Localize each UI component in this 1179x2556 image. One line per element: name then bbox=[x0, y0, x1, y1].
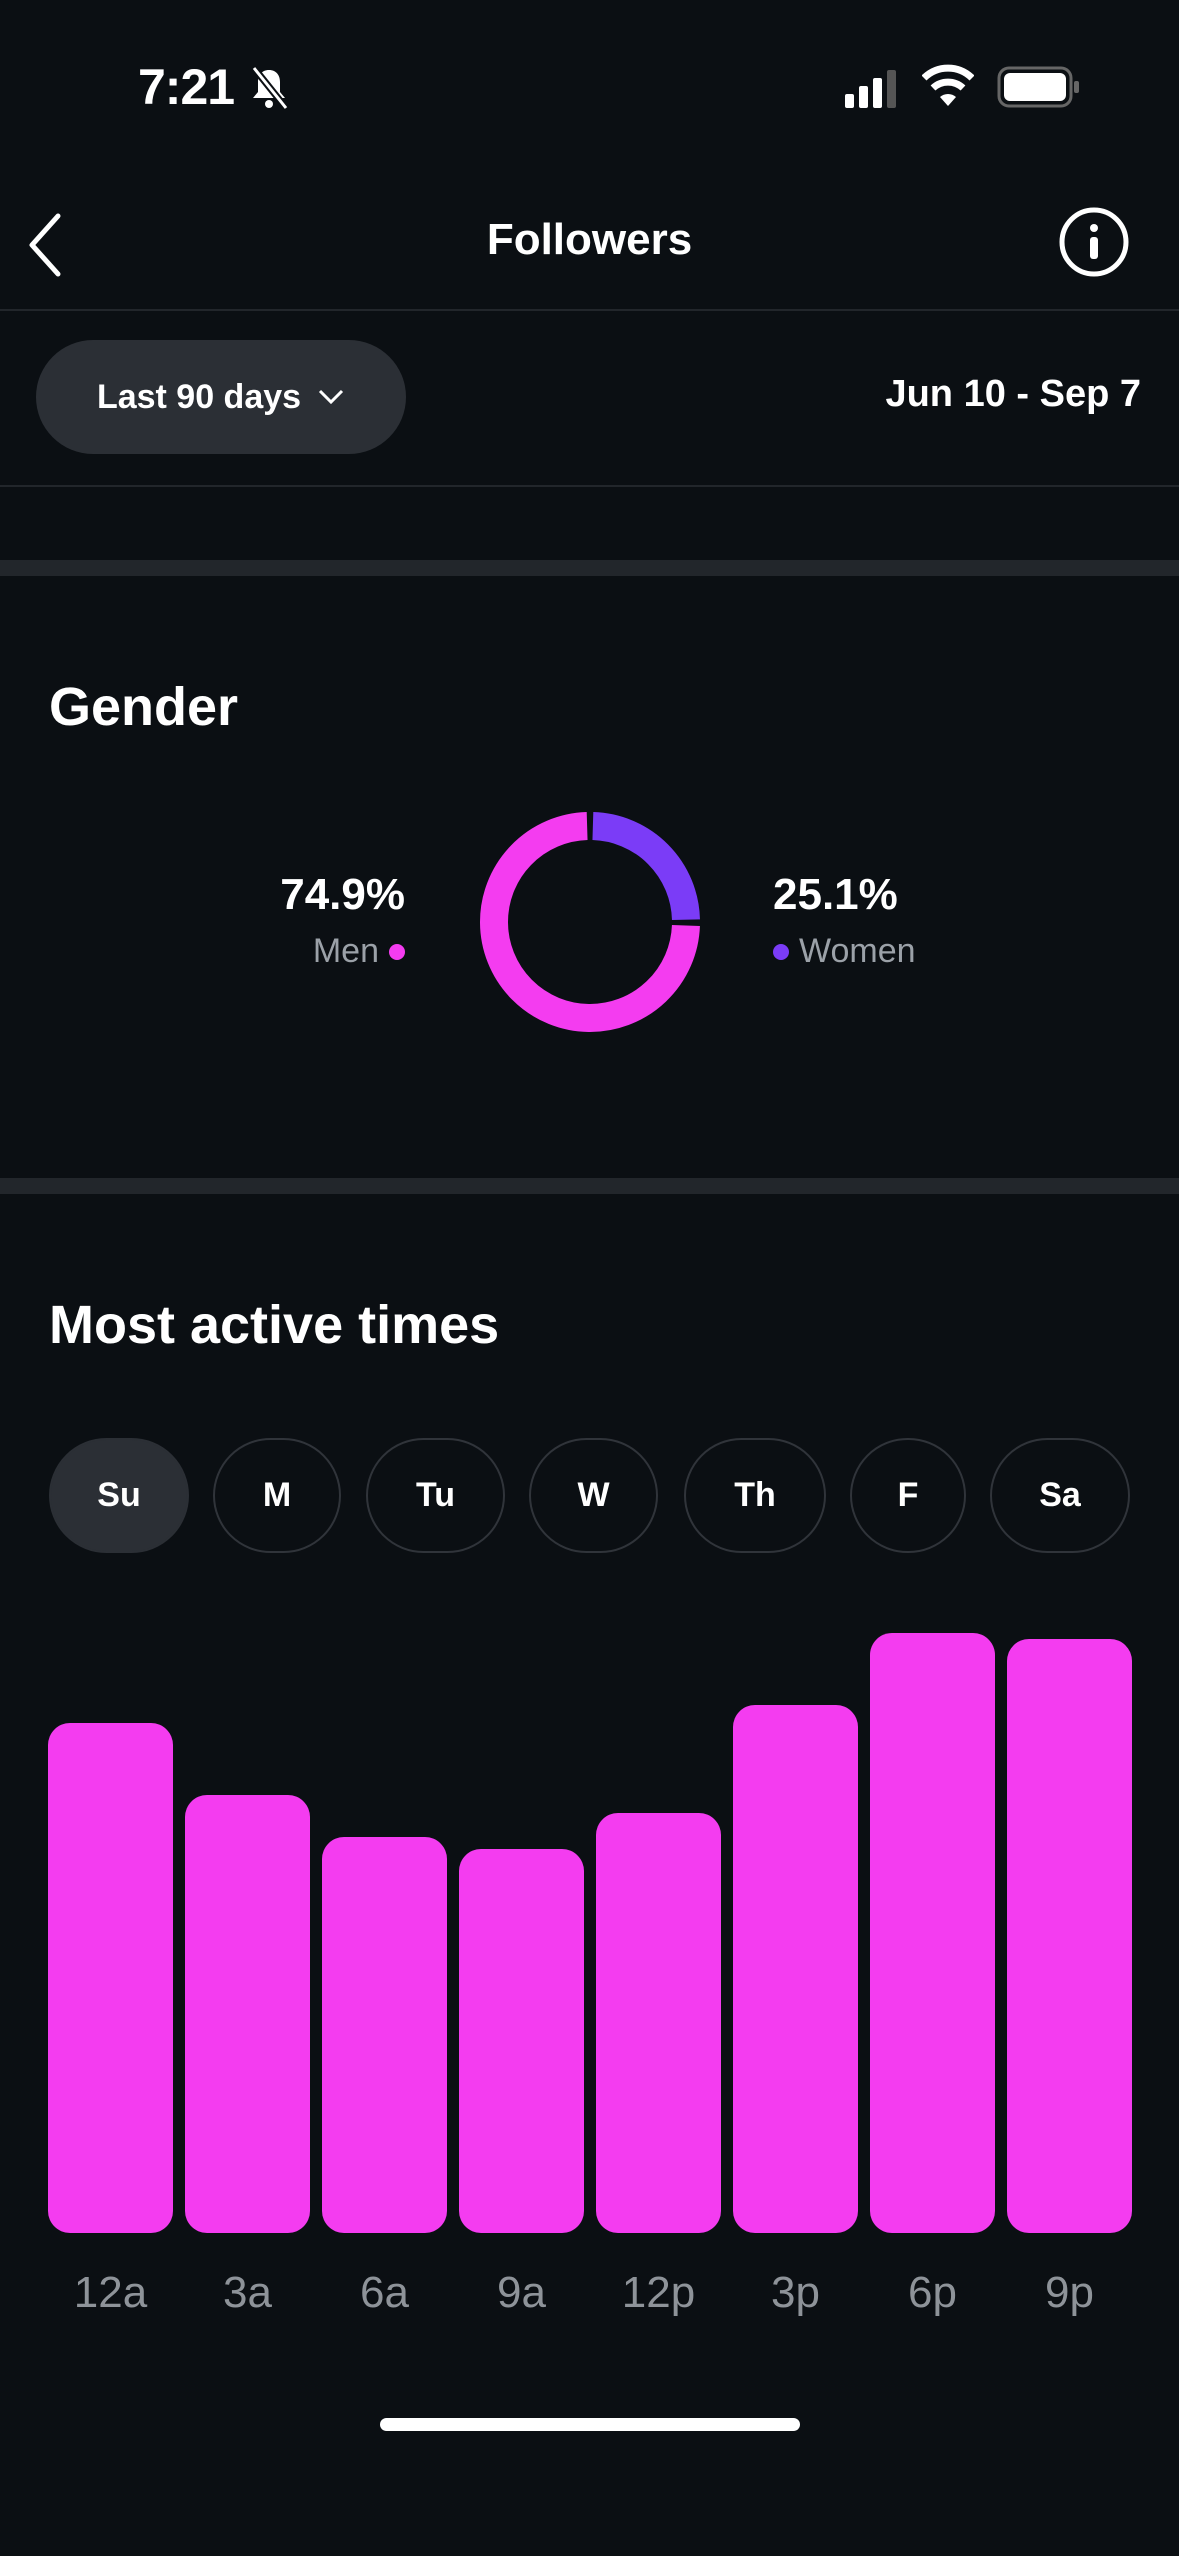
status-time: 7:21 bbox=[138, 59, 235, 115]
donut-slice-women bbox=[592, 812, 700, 921]
x-tick-label: 9a bbox=[497, 2268, 546, 2317]
date-range-label: Last 90 days bbox=[96, 377, 302, 416]
x-tick-label: 3a bbox=[223, 2268, 272, 2317]
bar-12p bbox=[596, 1813, 721, 2233]
day-tab-su[interactable]: Su bbox=[49, 1438, 189, 1553]
men-label: Men bbox=[312, 932, 379, 970]
wifi-icon bbox=[922, 64, 974, 106]
day-tab-w[interactable]: W bbox=[529, 1438, 658, 1553]
divider bbox=[0, 309, 1179, 311]
bar-3a bbox=[185, 1795, 310, 2233]
women-dot-icon bbox=[773, 943, 789, 960]
section-separator bbox=[0, 560, 1179, 576]
section-separator bbox=[0, 1178, 1179, 1194]
x-tick-label: 6a bbox=[360, 2268, 409, 2317]
bar-6a bbox=[322, 1837, 447, 2233]
day-tab-tu[interactable]: Tu bbox=[366, 1438, 505, 1553]
page-title: Followers bbox=[486, 215, 693, 264]
x-tick-label: 12a bbox=[73, 2268, 148, 2317]
active-times-title: Most active times bbox=[49, 1295, 500, 1355]
donut-slice-men bbox=[480, 812, 700, 1032]
women-percent: 25.1% bbox=[773, 870, 898, 919]
x-tick-label: 6p bbox=[908, 2268, 957, 2317]
x-tick-label: 3p bbox=[771, 2268, 820, 2317]
bar-3p bbox=[733, 1705, 858, 2233]
silent-bell-icon bbox=[251, 66, 289, 110]
divider bbox=[0, 485, 1179, 487]
bar-12a bbox=[48, 1723, 173, 2233]
day-tab-f[interactable]: F bbox=[850, 1438, 966, 1553]
signal-icon bbox=[845, 70, 896, 108]
women-label: Women bbox=[799, 932, 916, 970]
bar-9p bbox=[1007, 1639, 1132, 2233]
women-legend: Women bbox=[773, 932, 916, 971]
info-button[interactable] bbox=[1058, 206, 1130, 278]
home-indicator bbox=[380, 2418, 800, 2431]
battery-icon bbox=[997, 66, 1079, 108]
gender-title: Gender bbox=[49, 677, 239, 737]
gender-donut-chart bbox=[480, 812, 700, 1032]
day-tab-th[interactable]: Th bbox=[684, 1438, 826, 1553]
x-tick-label: 9p bbox=[1045, 2268, 1094, 2317]
bar-9a bbox=[459, 1849, 584, 2233]
day-tab-sa[interactable]: Sa bbox=[990, 1438, 1130, 1553]
day-tab-m[interactable]: M bbox=[213, 1438, 341, 1553]
x-tick-label: 12p bbox=[621, 2268, 696, 2317]
date-range-dropdown[interactable]: Last 90 days bbox=[36, 340, 406, 454]
bar-6p bbox=[870, 1633, 995, 2233]
back-button[interactable] bbox=[24, 210, 64, 280]
men-legend: Men bbox=[313, 932, 405, 971]
men-percent: 74.9% bbox=[280, 870, 405, 919]
chevron-down-icon bbox=[319, 389, 344, 405]
men-dot-icon bbox=[389, 943, 405, 960]
date-range-text: Jun 10 - Sep 7 bbox=[885, 373, 1141, 415]
